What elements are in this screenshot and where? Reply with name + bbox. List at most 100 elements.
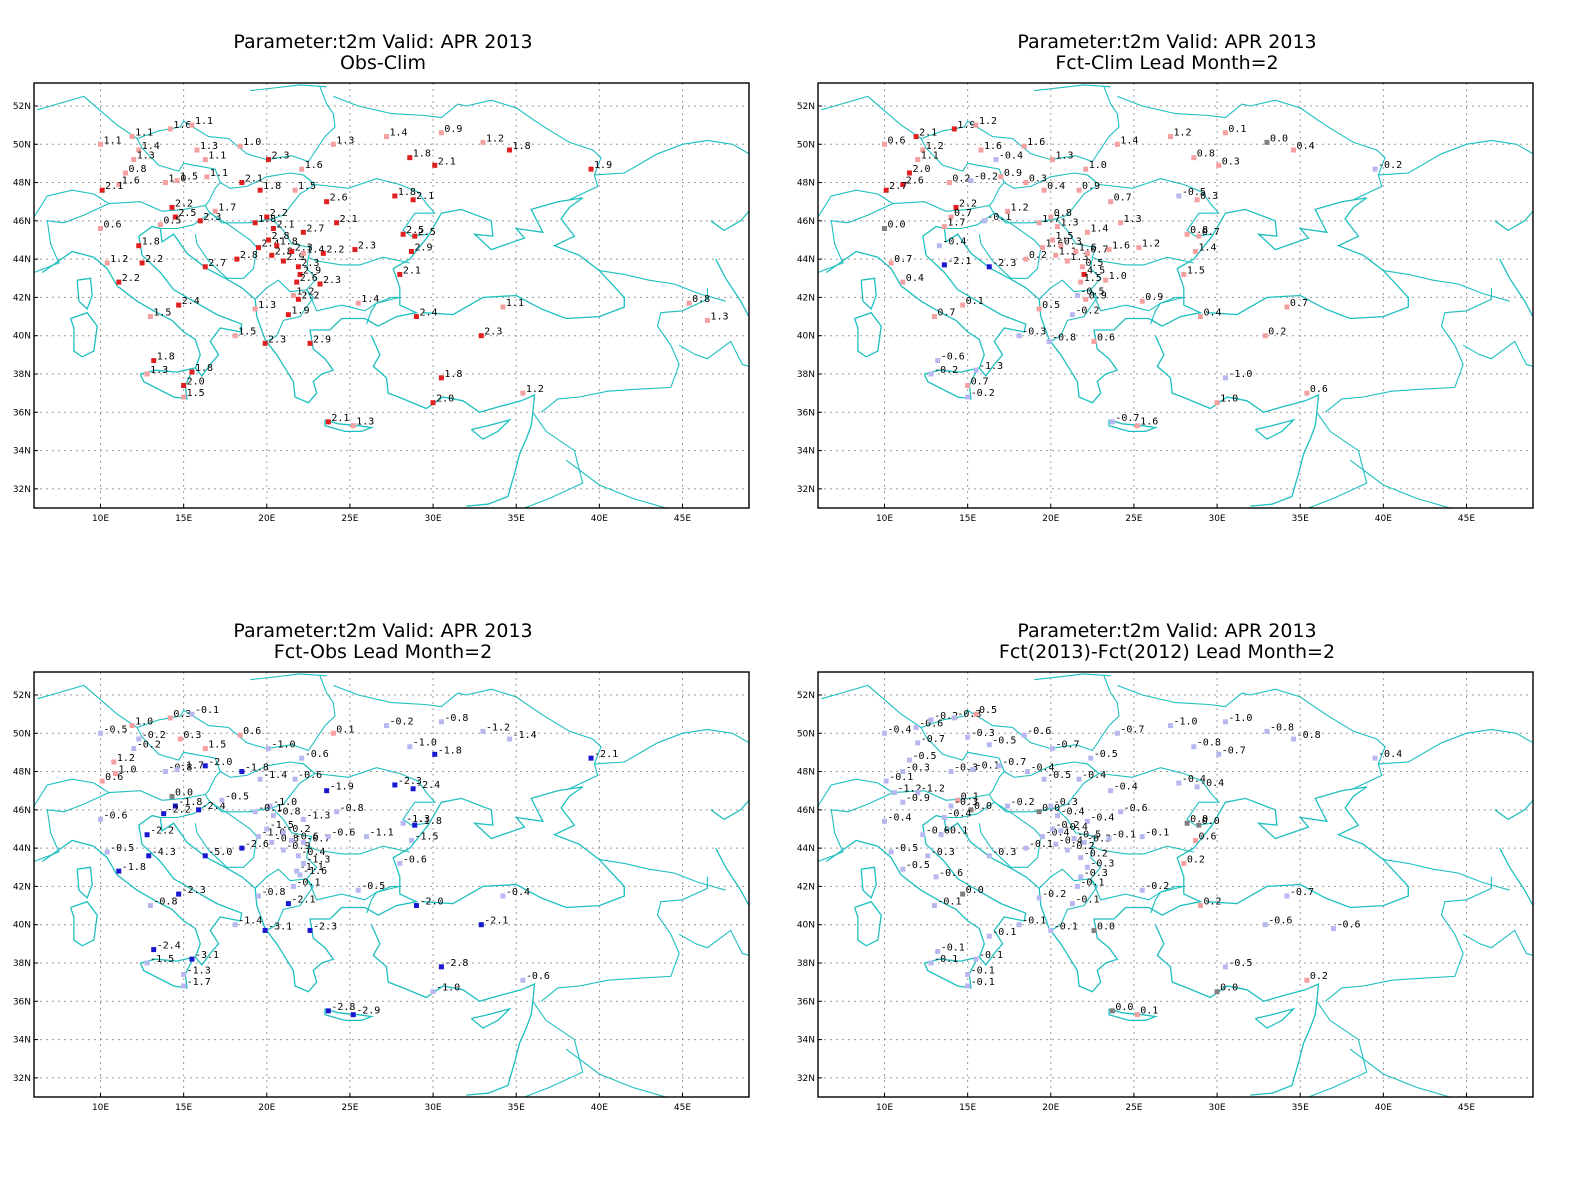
station-marker [144,960,150,966]
station-marker [264,214,270,220]
station-marker [1048,927,1054,933]
station-marker [147,903,153,909]
station-value: 0.2 [952,174,970,185]
lat-tick-label: 46N [13,806,31,816]
lat-tick-label: 34N [13,447,31,457]
station-marker [906,757,912,763]
lon-tick-label: 35E [1292,514,1309,524]
station-marker [202,763,208,769]
lon-tick-label: 15E [175,514,192,524]
station-marker [438,130,444,136]
station-value: -3.1 [268,921,292,932]
country-border [34,727,221,807]
lon-tick-label: 30E [1208,1103,1225,1113]
lat-tick-label: 42N [13,293,31,303]
station-marker [320,250,326,256]
station-marker [99,187,105,193]
lat-tick-label: 50N [797,729,815,739]
station-marker [882,818,888,824]
lat-tick-label: 38N [13,959,31,969]
station-marker [1036,220,1042,226]
station-marker [1076,776,1082,782]
station-marker [1071,836,1077,842]
station-marker [946,180,952,186]
station-marker [1108,199,1114,205]
station-value: 0.8 [1054,208,1072,219]
station-value: 1.2 [1142,239,1160,250]
station-marker [478,922,484,928]
station-marker [430,400,436,406]
station-value: -0.4 [947,808,971,819]
station-marker [973,367,979,373]
country-border [678,340,749,367]
station-marker [292,776,298,782]
station-value: 2.1 [105,181,123,192]
station-marker [1196,233,1202,239]
country-border [524,1000,584,1097]
country-border [466,99,602,201]
station-value: -0.6 [1027,726,1051,737]
station-value: -1.2 [486,722,510,733]
station-value: -1.0 [271,740,295,751]
lon-tick-label: 40E [1375,514,1392,524]
country-border [1462,340,1533,367]
country-border [1038,868,1098,931]
station-marker [970,767,976,773]
station-value: -0.2 [934,365,958,376]
country-border [1150,885,1184,914]
station-value: 1.4 [142,141,160,152]
station-value: -0.5 [1077,830,1101,841]
station-marker [900,866,906,872]
station-marker [350,1012,356,1018]
lat-tick-label: 44N [13,844,31,854]
station-marker [99,778,105,784]
coastline [715,847,749,906]
station-value: -0.5 [1182,187,1206,198]
station-value: 1.0 [1109,271,1127,282]
station-value: 1.3 [258,300,276,311]
station-value: -2.4 [157,941,181,952]
station-marker [197,218,203,224]
station-marker [174,767,180,773]
station-value: -1.8 [438,745,462,756]
station-marker [181,983,187,989]
coastline [860,277,877,311]
station-value: -0.4 [301,847,325,858]
country-border [818,792,894,863]
station-value: 0.8 [692,294,710,305]
station-marker [1109,1008,1115,1014]
station-marker [181,971,187,977]
station-value: -2.0 [208,757,232,768]
lat-tick-label: 52N [797,102,815,112]
station-marker [1330,926,1336,932]
station-value: 2.4 [261,239,279,250]
station-marker [1078,855,1084,861]
country-border [1383,859,1510,891]
station-value: 1.6 [305,160,323,171]
lon-tick-label: 40E [591,1103,608,1113]
station-marker [520,977,526,983]
station-marker [111,759,117,765]
station-marker [131,157,137,163]
station-marker [1036,306,1042,312]
country-border [1034,673,1111,681]
station-marker [1046,338,1052,344]
station-value: -0.6 [919,719,943,730]
station-value: -1.7 [187,977,211,988]
station-marker [686,300,692,306]
station-marker [1196,822,1202,828]
station-marker [1197,903,1203,909]
station-marker [996,763,1002,769]
station-marker [432,162,438,168]
station-value: 0.0 [175,787,193,798]
station-marker [1176,193,1182,199]
panel-title: Parameter:t2m Valid: APR 2013 [1017,620,1317,642]
coastline [853,900,882,947]
coastline [1154,335,1320,507]
station-marker [978,147,984,153]
grid-lines [818,672,1533,1097]
station-value: -1.6 [303,866,327,877]
station-value: -1.5 [414,831,438,842]
station-value: 1.7 [1042,214,1060,225]
station-value: 2.7 [889,181,907,192]
